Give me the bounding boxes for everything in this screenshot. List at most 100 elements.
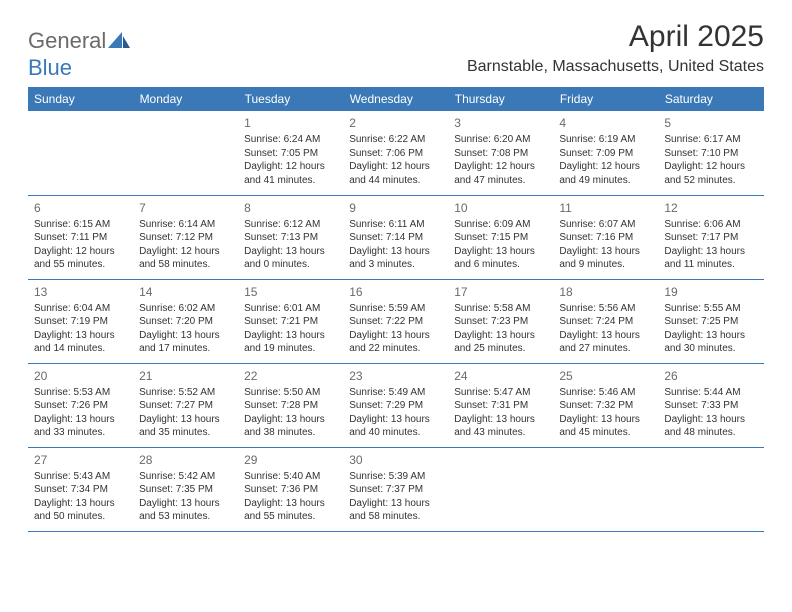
calendar-day-cell: 14Sunrise: 6:02 AMSunset: 7:20 PMDayligh… bbox=[133, 279, 238, 363]
day-number: 21 bbox=[139, 368, 232, 384]
sunrise-line: Sunrise: 6:11 AM bbox=[349, 218, 442, 232]
sunset-line: Sunset: 7:21 PM bbox=[244, 315, 337, 329]
calendar-table: SundayMondayTuesdayWednesdayThursdayFrid… bbox=[28, 87, 764, 532]
calendar-empty-cell bbox=[448, 447, 553, 531]
sunset-line: Sunset: 7:23 PM bbox=[454, 315, 547, 329]
daylight-line: Daylight: 13 hours and 55 minutes. bbox=[244, 497, 337, 524]
daylight-line: Daylight: 12 hours and 44 minutes. bbox=[349, 160, 442, 187]
calendar-week-row: 27Sunrise: 5:43 AMSunset: 7:34 PMDayligh… bbox=[28, 447, 764, 531]
sunset-line: Sunset: 7:33 PM bbox=[664, 399, 757, 413]
calendar-day-cell: 9Sunrise: 6:11 AMSunset: 7:14 PMDaylight… bbox=[343, 195, 448, 279]
logo-text: General Blue bbox=[28, 28, 130, 81]
day-number: 12 bbox=[664, 200, 757, 216]
sunrise-line: Sunrise: 6:15 AM bbox=[34, 218, 127, 232]
daylight-line: Daylight: 13 hours and 58 minutes. bbox=[349, 497, 442, 524]
calendar-day-cell: 19Sunrise: 5:55 AMSunset: 7:25 PMDayligh… bbox=[658, 279, 763, 363]
calendar-day-cell: 8Sunrise: 6:12 AMSunset: 7:13 PMDaylight… bbox=[238, 195, 343, 279]
daylight-line: Daylight: 13 hours and 14 minutes. bbox=[34, 329, 127, 356]
sunrise-line: Sunrise: 5:53 AM bbox=[34, 386, 127, 400]
daylight-line: Daylight: 13 hours and 48 minutes. bbox=[664, 413, 757, 440]
sunrise-line: Sunrise: 6:14 AM bbox=[139, 218, 232, 232]
sunrise-line: Sunrise: 5:44 AM bbox=[664, 386, 757, 400]
sunset-line: Sunset: 7:11 PM bbox=[34, 231, 127, 245]
daylight-line: Daylight: 13 hours and 22 minutes. bbox=[349, 329, 442, 356]
sunset-line: Sunset: 7:09 PM bbox=[559, 147, 652, 161]
calendar-day-cell: 17Sunrise: 5:58 AMSunset: 7:23 PMDayligh… bbox=[448, 279, 553, 363]
daylight-line: Daylight: 12 hours and 47 minutes. bbox=[454, 160, 547, 187]
sunrise-line: Sunrise: 5:46 AM bbox=[559, 386, 652, 400]
month-title: April 2025 bbox=[467, 20, 764, 54]
header: General Blue April 2025 Barnstable, Mass… bbox=[28, 20, 764, 81]
sunset-line: Sunset: 7:35 PM bbox=[139, 483, 232, 497]
calendar-day-cell: 30Sunrise: 5:39 AMSunset: 7:37 PMDayligh… bbox=[343, 447, 448, 531]
weekday-header: Friday bbox=[553, 87, 658, 111]
day-number: 29 bbox=[244, 452, 337, 468]
calendar-day-cell: 13Sunrise: 6:04 AMSunset: 7:19 PMDayligh… bbox=[28, 279, 133, 363]
calendar-day-cell: 22Sunrise: 5:50 AMSunset: 7:28 PMDayligh… bbox=[238, 363, 343, 447]
logo: General Blue bbox=[28, 20, 130, 81]
day-number: 5 bbox=[664, 115, 757, 131]
sunrise-line: Sunrise: 6:17 AM bbox=[664, 133, 757, 147]
day-number: 27 bbox=[34, 452, 127, 468]
sunset-line: Sunset: 7:24 PM bbox=[559, 315, 652, 329]
calendar-day-cell: 24Sunrise: 5:47 AMSunset: 7:31 PMDayligh… bbox=[448, 363, 553, 447]
daylight-line: Daylight: 13 hours and 17 minutes. bbox=[139, 329, 232, 356]
weekday-header: Tuesday bbox=[238, 87, 343, 111]
calendar-page: General Blue April 2025 Barnstable, Mass… bbox=[0, 0, 792, 532]
weekday-header: Monday bbox=[133, 87, 238, 111]
daylight-line: Daylight: 13 hours and 50 minutes. bbox=[34, 497, 127, 524]
sunrise-line: Sunrise: 5:49 AM bbox=[349, 386, 442, 400]
day-number: 1 bbox=[244, 115, 337, 131]
daylight-line: Daylight: 13 hours and 6 minutes. bbox=[454, 245, 547, 272]
sunset-line: Sunset: 7:25 PM bbox=[664, 315, 757, 329]
daylight-line: Daylight: 13 hours and 45 minutes. bbox=[559, 413, 652, 440]
sunrise-line: Sunrise: 5:47 AM bbox=[454, 386, 547, 400]
sunset-line: Sunset: 7:29 PM bbox=[349, 399, 442, 413]
calendar-day-cell: 5Sunrise: 6:17 AMSunset: 7:10 PMDaylight… bbox=[658, 111, 763, 195]
day-number: 15 bbox=[244, 284, 337, 300]
daylight-line: Daylight: 13 hours and 35 minutes. bbox=[139, 413, 232, 440]
calendar-empty-cell bbox=[553, 447, 658, 531]
sunset-line: Sunset: 7:16 PM bbox=[559, 231, 652, 245]
daylight-line: Daylight: 12 hours and 41 minutes. bbox=[244, 160, 337, 187]
day-number: 14 bbox=[139, 284, 232, 300]
day-number: 16 bbox=[349, 284, 442, 300]
calendar-day-cell: 25Sunrise: 5:46 AMSunset: 7:32 PMDayligh… bbox=[553, 363, 658, 447]
sunset-line: Sunset: 7:08 PM bbox=[454, 147, 547, 161]
day-number: 19 bbox=[664, 284, 757, 300]
day-number: 7 bbox=[139, 200, 232, 216]
sunset-line: Sunset: 7:19 PM bbox=[34, 315, 127, 329]
sunset-line: Sunset: 7:34 PM bbox=[34, 483, 127, 497]
weekday-header-row: SundayMondayTuesdayWednesdayThursdayFrid… bbox=[28, 87, 764, 111]
sunset-line: Sunset: 7:17 PM bbox=[664, 231, 757, 245]
calendar-day-cell: 29Sunrise: 5:40 AMSunset: 7:36 PMDayligh… bbox=[238, 447, 343, 531]
day-number: 17 bbox=[454, 284, 547, 300]
calendar-day-cell: 21Sunrise: 5:52 AMSunset: 7:27 PMDayligh… bbox=[133, 363, 238, 447]
calendar-day-cell: 4Sunrise: 6:19 AMSunset: 7:09 PMDaylight… bbox=[553, 111, 658, 195]
sunrise-line: Sunrise: 5:50 AM bbox=[244, 386, 337, 400]
calendar-day-cell: 10Sunrise: 6:09 AMSunset: 7:15 PMDayligh… bbox=[448, 195, 553, 279]
sunrise-line: Sunrise: 5:52 AM bbox=[139, 386, 232, 400]
day-number: 11 bbox=[559, 200, 652, 216]
sunrise-line: Sunrise: 5:42 AM bbox=[139, 470, 232, 484]
day-number: 28 bbox=[139, 452, 232, 468]
sunset-line: Sunset: 7:14 PM bbox=[349, 231, 442, 245]
calendar-day-cell: 1Sunrise: 6:24 AMSunset: 7:05 PMDaylight… bbox=[238, 111, 343, 195]
daylight-line: Daylight: 13 hours and 33 minutes. bbox=[34, 413, 127, 440]
logo-general: General bbox=[28, 28, 106, 53]
sunrise-line: Sunrise: 6:24 AM bbox=[244, 133, 337, 147]
daylight-line: Daylight: 13 hours and 11 minutes. bbox=[664, 245, 757, 272]
daylight-line: Daylight: 13 hours and 40 minutes. bbox=[349, 413, 442, 440]
sunrise-line: Sunrise: 6:20 AM bbox=[454, 133, 547, 147]
logo-blue: Blue bbox=[28, 55, 72, 80]
calendar-day-cell: 20Sunrise: 5:53 AMSunset: 7:26 PMDayligh… bbox=[28, 363, 133, 447]
sunrise-line: Sunrise: 5:56 AM bbox=[559, 302, 652, 316]
weekday-header: Thursday bbox=[448, 87, 553, 111]
daylight-line: Daylight: 13 hours and 53 minutes. bbox=[139, 497, 232, 524]
weekday-header: Saturday bbox=[658, 87, 763, 111]
day-number: 24 bbox=[454, 368, 547, 384]
sunset-line: Sunset: 7:37 PM bbox=[349, 483, 442, 497]
sunset-line: Sunset: 7:28 PM bbox=[244, 399, 337, 413]
calendar-day-cell: 7Sunrise: 6:14 AMSunset: 7:12 PMDaylight… bbox=[133, 195, 238, 279]
sunrise-line: Sunrise: 6:22 AM bbox=[349, 133, 442, 147]
